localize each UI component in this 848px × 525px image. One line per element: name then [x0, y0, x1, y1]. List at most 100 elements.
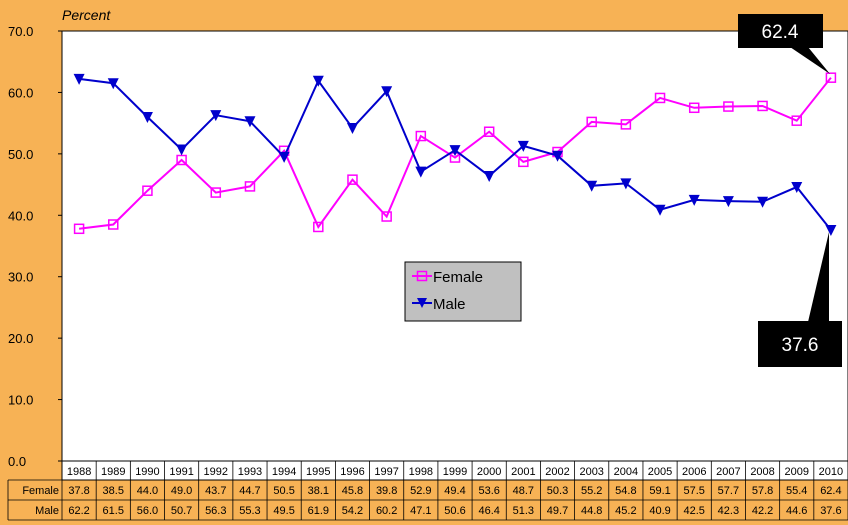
data-point-male	[483, 170, 495, 182]
data-point-male	[586, 180, 598, 192]
data-point-male	[825, 225, 837, 237]
data-point-male	[757, 196, 769, 208]
data-point-male	[278, 151, 290, 163]
data-label-female: 44.0	[137, 485, 158, 497]
data-point-male	[415, 166, 427, 178]
y-tick-label: 10.0	[8, 393, 33, 408]
x-tick-label: 1995	[306, 466, 330, 478]
data-label-female: 53.6	[478, 485, 499, 497]
callout-male-label: 37.6	[782, 335, 819, 356]
data-label-male: 62.2	[68, 505, 89, 517]
data-point-male	[346, 123, 358, 135]
data-point-male	[791, 182, 803, 194]
data-point-male	[552, 150, 564, 162]
x-tick-label: 1996	[340, 466, 364, 478]
x-tick-label: 1989	[101, 466, 125, 478]
data-point-male	[517, 140, 529, 152]
data-point-male	[449, 145, 461, 157]
data-label-male: 37.6	[820, 505, 841, 517]
data-label-female: 39.8	[376, 485, 397, 497]
y-tick-label: 70.0	[8, 24, 33, 39]
data-point-male	[210, 110, 222, 122]
x-tick-label: 2001	[511, 466, 535, 478]
data-label-male: 42.3	[718, 505, 739, 517]
x-tick-label: 1992	[204, 466, 228, 478]
data-label-male: 56.0	[137, 505, 158, 517]
data-label-female: 45.8	[342, 485, 363, 497]
x-tick-label: 1990	[135, 466, 159, 478]
data-point-female	[210, 187, 222, 198]
x-tick-label: 2002	[545, 466, 569, 478]
data-label-female: 59.1	[649, 485, 670, 497]
data-point-male	[141, 112, 153, 123]
data-label-male: 50.6	[444, 505, 465, 517]
y-tick-label: 60.0	[8, 85, 33, 100]
y-tick-label: 20.0	[8, 331, 33, 346]
x-tick-label: 1993	[238, 466, 262, 478]
data-point-male	[654, 204, 666, 216]
x-tick-label: 2003	[579, 466, 603, 478]
x-tick-label: 2010	[819, 466, 843, 478]
x-tick-label: 2008	[750, 466, 774, 478]
data-label-female: 57.7	[718, 485, 739, 497]
data-label-female: 38.5	[103, 485, 124, 497]
legend-female-label: Female	[433, 269, 483, 286]
data-label-male: 44.8	[581, 505, 602, 517]
x-tick-label: 1999	[443, 466, 467, 478]
legend: Female Male	[404, 261, 522, 322]
data-point-female	[313, 221, 324, 233]
data-label-male: 45.2	[615, 505, 636, 517]
data-label-male: 44.6	[786, 505, 807, 517]
data-label-female: 49.0	[171, 485, 192, 497]
data-label-female: 57.5	[684, 485, 705, 497]
data-point-female	[108, 219, 119, 230]
legend-male-label: Male	[433, 296, 466, 313]
x-tick-label: 1994	[272, 466, 296, 478]
data-point-male	[176, 144, 188, 156]
data-label-female: 54.8	[615, 485, 636, 497]
y-axis: 0.0 10.0 20.0 30.0 40.0 50.0 60.0 70.0	[8, 24, 62, 469]
data-point-female	[347, 174, 358, 185]
data-point-female	[723, 101, 734, 112]
data-label-female: 55.4	[786, 485, 807, 497]
data-label-male: 50.7	[171, 505, 192, 517]
series-line-female	[78, 77, 832, 230]
x-tick-label: 1988	[67, 466, 91, 478]
legend-female-marker	[416, 270, 428, 282]
data-label-female: 50.5	[273, 485, 294, 497]
data-label-female: 52.9	[410, 485, 431, 497]
data-point-female	[142, 185, 153, 196]
series-lines	[73, 72, 837, 237]
y-tick-label: 50.0	[8, 147, 33, 162]
plot-area	[61, 30, 848, 462]
data-label-male: 61.9	[308, 505, 329, 517]
data-label-male: 54.2	[342, 505, 363, 517]
y-tick-label: 30.0	[8, 270, 33, 285]
data-point-female	[825, 72, 837, 83]
x-tick-label: 1998	[409, 466, 433, 478]
data-label-female: 38.1	[308, 485, 329, 497]
data-label-male: 49.7	[547, 505, 568, 517]
data-label-female: 37.8	[68, 485, 89, 497]
callout-male: 37.6	[758, 232, 842, 367]
data-point-male	[620, 178, 632, 190]
data-point-female	[244, 181, 256, 192]
x-tick-label: 2004	[614, 466, 638, 478]
callout-female-label: 62.4	[762, 22, 799, 43]
data-point-male	[107, 78, 119, 90]
data-point-male	[381, 86, 393, 98]
data-point-male	[73, 73, 85, 85]
table-row-label: Male	[35, 505, 59, 517]
data-point-male	[722, 196, 734, 208]
data-label-male: 42.5	[684, 505, 705, 517]
data-label-female: 55.2	[581, 485, 602, 497]
x-tick-label: 2000	[477, 466, 501, 478]
y-tick-label: 0.0	[8, 454, 26, 469]
data-label-male: 51.3	[513, 505, 534, 517]
x-tick-label: 2006	[682, 466, 706, 478]
data-point-female	[73, 223, 85, 235]
data-point-male	[688, 194, 700, 206]
data-label-female: 62.4	[820, 485, 841, 497]
data-label-female: 57.8	[752, 485, 773, 497]
data-point-female	[791, 115, 802, 126]
